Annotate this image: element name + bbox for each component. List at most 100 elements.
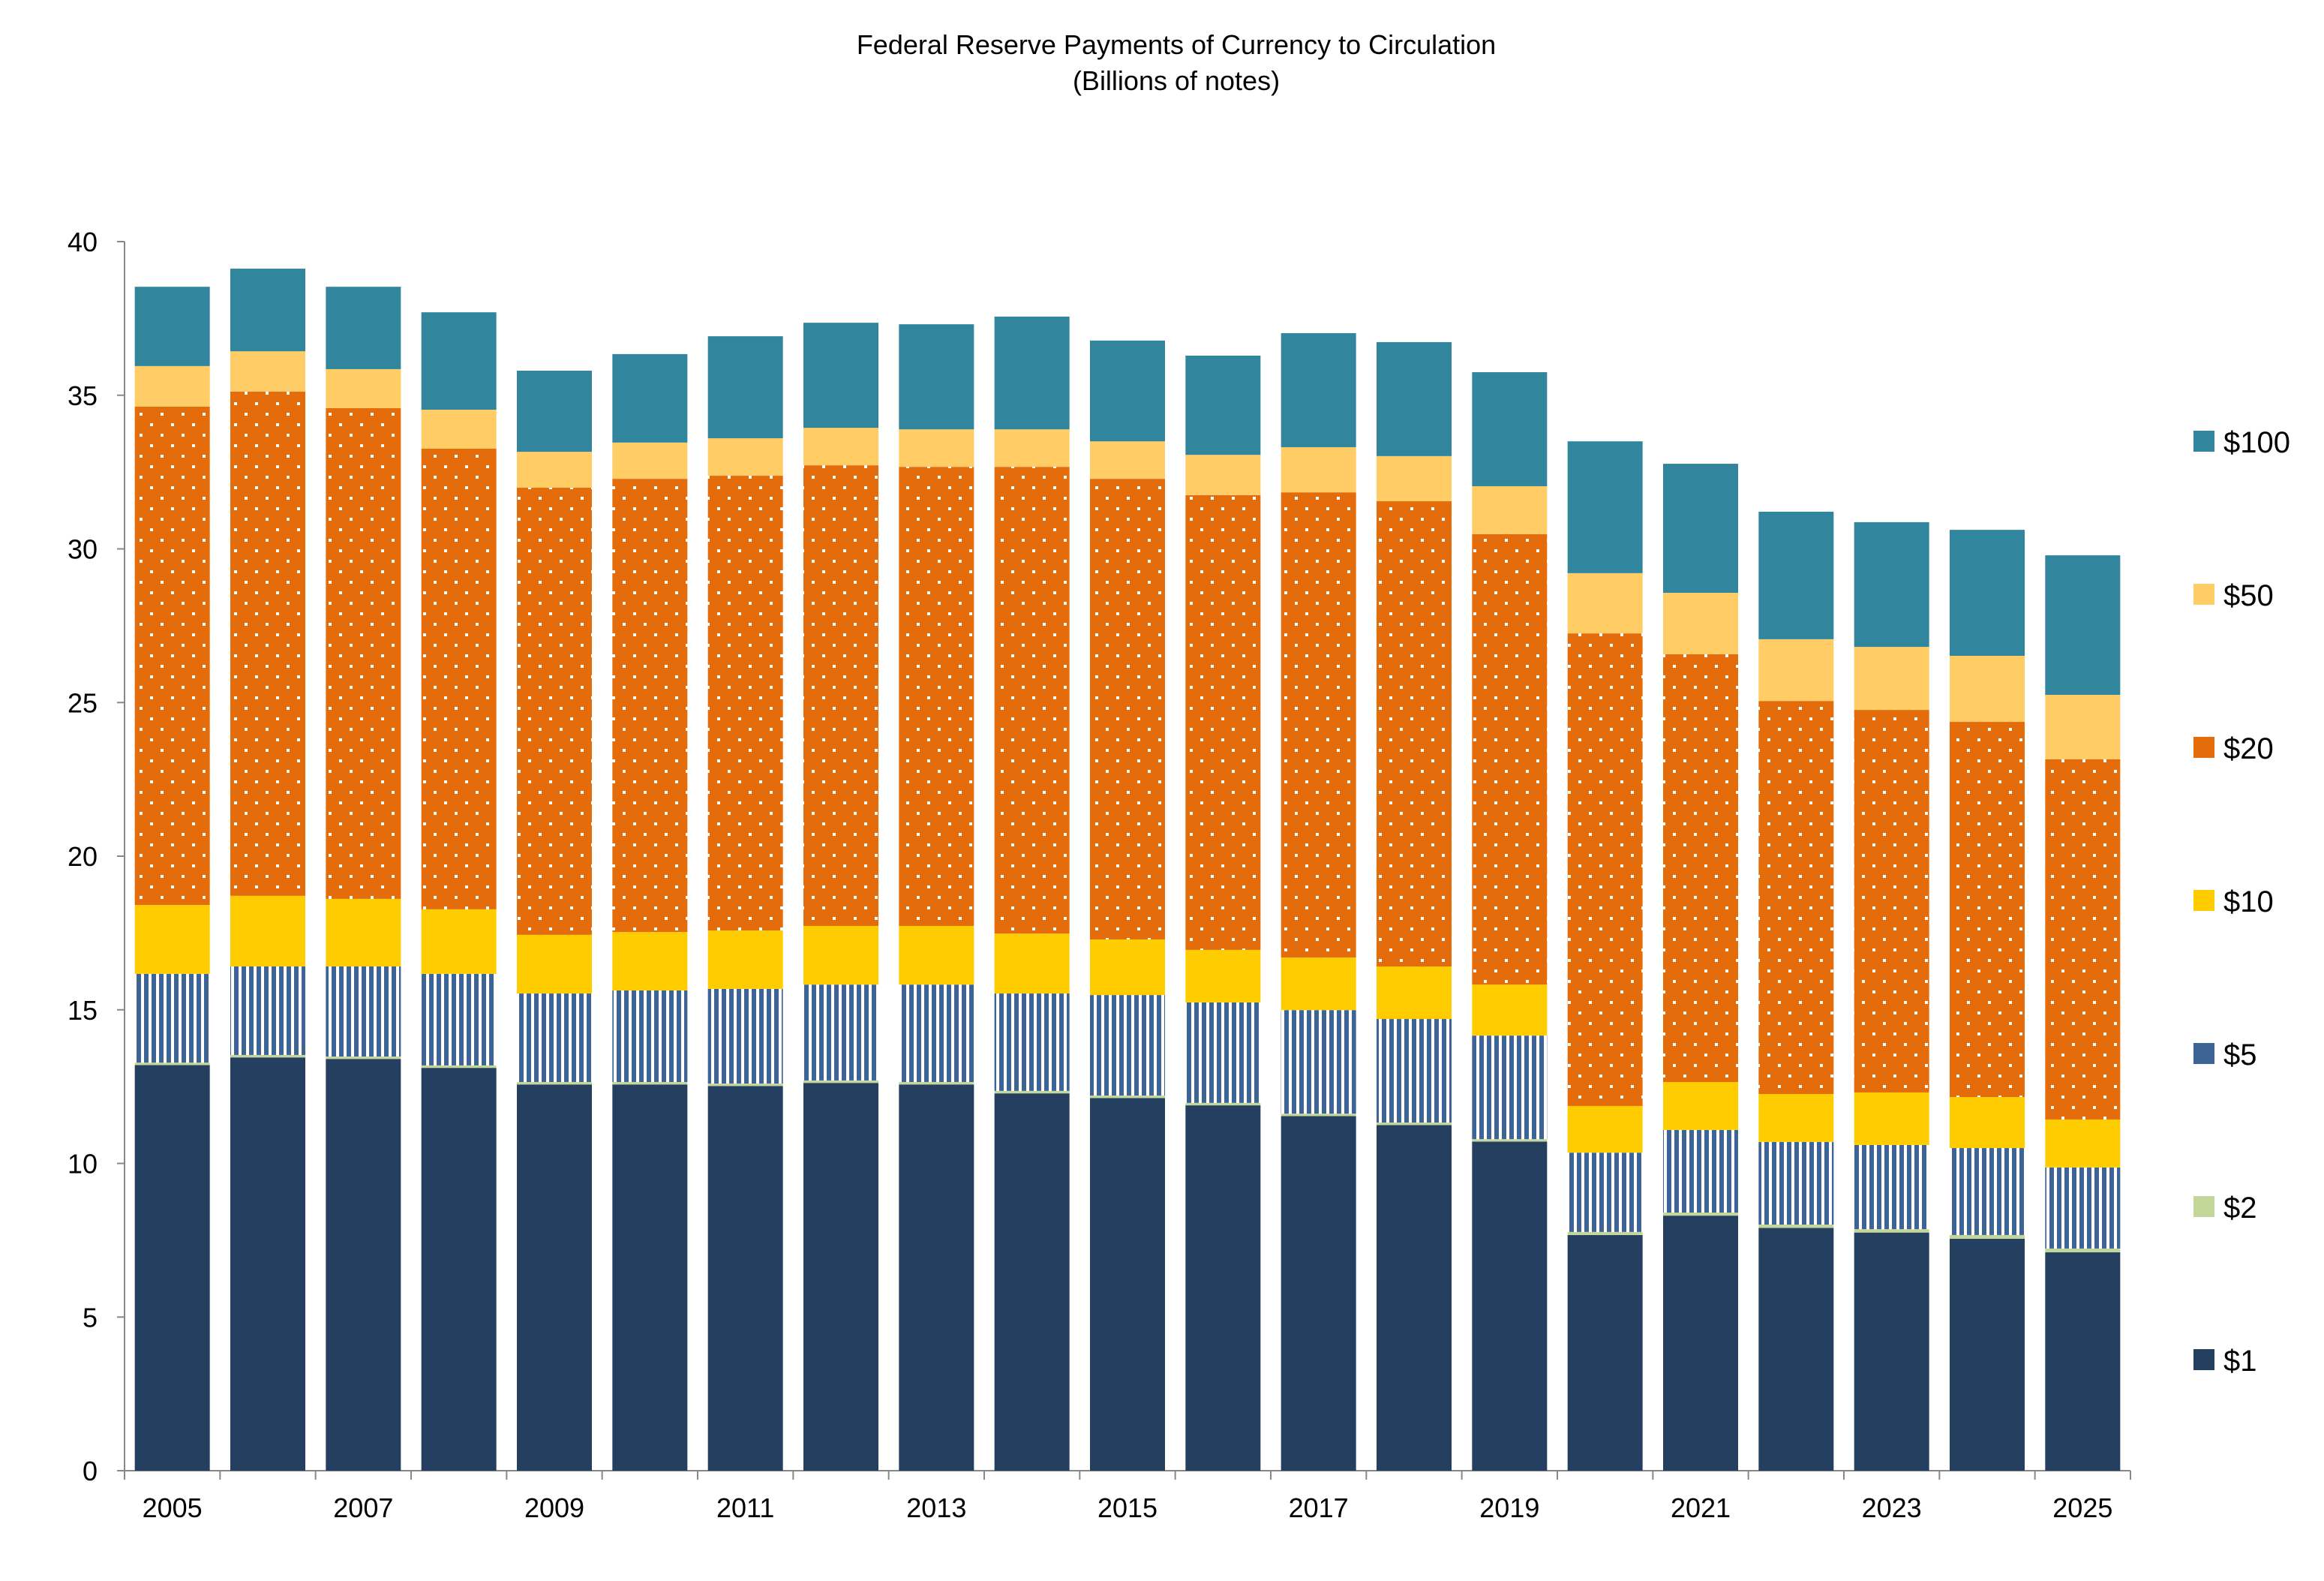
bar-usd20-2020: [1567, 633, 1643, 1106]
y-tick-label: 40: [68, 227, 98, 257]
bar-usd100-2007: [326, 287, 401, 369]
bar-usd10-2022: [1758, 1093, 1834, 1142]
legend-swatch: [2193, 431, 2214, 452]
bar-usd10-2025: [2045, 1119, 2121, 1168]
y-axis: 0 5 10 15 20 25 30 35 40: [68, 227, 125, 1486]
bar-usd10-2019: [1472, 984, 1548, 1036]
bar-usd5-2010: [612, 990, 688, 1082]
legend-label: $10: [2223, 885, 2274, 918]
bar-usd2-2020: [1567, 1231, 1643, 1235]
bar-usd20-2015: [1090, 479, 1165, 939]
bar-usd2-2023: [1854, 1229, 1929, 1233]
bar-usd100-2023: [1854, 521, 1929, 648]
bar-usd1-2017: [1281, 1116, 1356, 1471]
bar-usd2-2014: [994, 1090, 1070, 1094]
bar-usd10-2016: [1185, 949, 1261, 1002]
bar-usd5-2008: [421, 973, 497, 1066]
bar-usd1-2018: [1377, 1125, 1452, 1471]
bar-usd20-2021: [1663, 654, 1738, 1082]
bar-usd10-2024: [1950, 1097, 2025, 1149]
bar-usd5-2016: [1185, 1002, 1261, 1103]
bar-usd5-2012: [803, 984, 878, 1081]
bar-usd1-2023: [1854, 1232, 1929, 1471]
legend-label: $1: [2223, 1345, 2257, 1378]
y-tick-label: 35: [68, 380, 98, 411]
bar-usd2-2022: [1758, 1224, 1834, 1228]
x-tick-label: 2007: [333, 1492, 393, 1523]
bar-usd1-2015: [1090, 1098, 1165, 1471]
bar-usd50-2025: [2045, 695, 2121, 760]
bar-usd5-2018: [1377, 1019, 1452, 1123]
bar-usd100-2006: [230, 269, 305, 352]
bar-usd100-2014: [994, 316, 1070, 430]
y-tick-label: 15: [68, 995, 98, 1026]
bar-usd2-2025: [2045, 1248, 2121, 1252]
x-tick-label: 2021: [1671, 1492, 1731, 1523]
x-tick-label: 2025: [2052, 1492, 2112, 1523]
bar-usd5-2019: [1472, 1035, 1548, 1140]
bar-usd50-2005: [134, 365, 210, 407]
bar-usd100-2018: [1377, 341, 1452, 456]
bar-usd20-2010: [612, 479, 688, 933]
bar-usd10-2010: [612, 932, 688, 990]
bar-usd5-2025: [2045, 1167, 2121, 1249]
bar-usd1-2012: [803, 1083, 878, 1471]
x-tick-label: 2015: [1097, 1492, 1157, 1523]
bar-usd1-2011: [707, 1086, 783, 1471]
bar-usd10-2013: [899, 925, 974, 985]
bar-usd1-2006: [230, 1057, 305, 1471]
bar-usd20-2013: [899, 467, 974, 926]
legend-swatch: [2193, 890, 2214, 911]
bar-usd1-2010: [612, 1084, 688, 1471]
x-tick-label: 2005: [143, 1492, 203, 1523]
legend-swatch: [2193, 1349, 2214, 1370]
bar-usd5-2022: [1758, 1141, 1834, 1225]
bar-usd50-2020: [1567, 573, 1643, 634]
bar-usd20-2007: [326, 407, 401, 899]
bar-usd2-2010: [612, 1081, 688, 1085]
x-tick-label: 2017: [1289, 1492, 1349, 1523]
bar-usd100-2017: [1281, 333, 1356, 447]
legend-swatch: [2193, 1043, 2214, 1064]
bar-usd20-2014: [994, 467, 1070, 934]
bar-usd50-2023: [1854, 647, 1929, 711]
legend-swatch: [2193, 737, 2214, 758]
bar-usd100-2012: [803, 323, 878, 428]
bar-usd2-2013: [899, 1081, 974, 1085]
bar-usd2-2021: [1663, 1213, 1738, 1216]
bar-usd10-2015: [1090, 939, 1165, 996]
bar-usd50-2022: [1758, 639, 1834, 702]
bar-usd100-2011: [707, 336, 783, 439]
bar-usd100-2015: [1090, 340, 1165, 442]
bar-usd10-2006: [230, 895, 305, 967]
bar-usd20-2019: [1472, 534, 1548, 985]
bar-usd2-2012: [803, 1080, 878, 1084]
bar-usd10-2009: [517, 934, 592, 994]
bar-usd20-2024: [1950, 722, 2025, 1098]
bar-usd2-2009: [517, 1081, 592, 1085]
bar-usd100-2024: [1950, 530, 2025, 657]
bar-usd1-2021: [1663, 1216, 1738, 1471]
legend-swatch: [2193, 584, 2214, 605]
bar-usd20-2018: [1377, 501, 1452, 967]
y-tick-label: 25: [68, 687, 98, 718]
x-tick-label: 2009: [524, 1492, 584, 1523]
bar-usd5-2015: [1090, 995, 1165, 1096]
bar-usd1-2025: [2045, 1252, 2121, 1471]
bar-usd5-2021: [1663, 1129, 1738, 1213]
bar-usd5-2023: [1854, 1144, 1929, 1230]
bar-usd100-2021: [1663, 464, 1738, 594]
legend-label: $2: [2223, 1192, 2257, 1225]
legend-label: $20: [2223, 732, 2274, 765]
bar-usd5-2017: [1281, 1010, 1356, 1114]
bar-usd2-2005: [134, 1063, 210, 1066]
bar-usd2-2006: [230, 1054, 305, 1058]
bar-usd1-2007: [326, 1059, 401, 1471]
bar-usd50-2015: [1090, 441, 1165, 479]
bar-usd50-2006: [230, 351, 305, 392]
bar-usd50-2008: [421, 409, 497, 449]
bar-usd50-2021: [1663, 593, 1738, 654]
bar-usd50-2019: [1472, 485, 1548, 534]
bar-usd50-2018: [1377, 455, 1452, 502]
